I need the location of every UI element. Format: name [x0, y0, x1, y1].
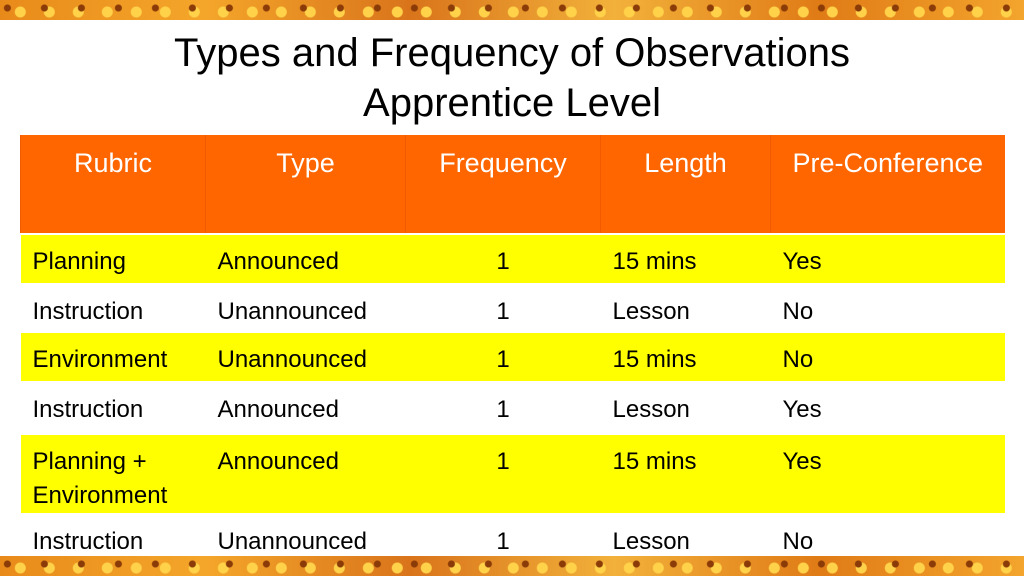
table-row: Instruction Unannounced 1 Lesson No — [20, 513, 1005, 564]
table-cell: Yes — [770, 233, 1005, 284]
table-cell: 1 — [405, 283, 601, 332]
title-line: Apprentice Level — [363, 81, 661, 125]
column-header: Pre-Conference — [770, 135, 1005, 234]
table-cell: 1 — [405, 433, 601, 514]
slide-title: Types and Frequency of Observations Appr… — [0, 28, 1024, 128]
table-cell: Announced — [205, 433, 406, 514]
table-body: Planning Announced 1 15 mins Yes Instruction U… — [20, 233, 1005, 564]
table-cell: 1 — [405, 233, 601, 284]
leaf-border-top — [0, 0, 1024, 20]
table-cell: Unannounced — [205, 513, 406, 564]
column-header: Length — [600, 135, 771, 234]
table-row: Instruction Announced 1 Lesson Yes — [20, 381, 1005, 434]
column-header: Rubric — [20, 135, 206, 234]
table-cell: Instruction — [20, 381, 206, 434]
table-cell: 15 mins — [600, 331, 771, 382]
table-cell: 15 mins — [600, 233, 771, 284]
table-cell: Instruction — [20, 283, 206, 332]
table-row: Instruction Unannounced 1 Lesson No — [20, 283, 1005, 332]
table-cell: Announced — [205, 233, 406, 284]
title-line: Types and Frequency of Observations — [174, 31, 850, 75]
table-cell: Instruction — [20, 513, 206, 564]
table-cell: No — [770, 331, 1005, 382]
observation-table: Rubric Type Frequency Length Pre-Conference … — [20, 135, 1005, 564]
column-header: Type — [205, 135, 406, 234]
table-row: Planning Announced 1 15 mins Yes — [20, 233, 1005, 284]
table-row: Planning + Environment Announced 1 15 mins Y… — [20, 433, 1005, 514]
header-row: Rubric Type Frequency Length Pre-Conference — [20, 135, 1005, 234]
table-cell: 15 mins — [600, 433, 771, 514]
table-cell: 1 — [405, 381, 601, 434]
table-cell: Yes — [770, 433, 1005, 514]
table-row: Environment Unannounced 1 15 mins No — [20, 331, 1005, 382]
table-cell: Announced — [205, 381, 406, 434]
table-cell: No — [770, 283, 1005, 332]
table-cell: 1 — [405, 513, 601, 564]
table-cell: Planning — [20, 233, 206, 284]
table-cell: 1 — [405, 331, 601, 382]
table-cell: Unannounced — [205, 331, 406, 382]
table-cell: Unannounced — [205, 283, 406, 332]
table-cell: Planning + Environment — [20, 433, 206, 514]
table-cell: Lesson — [600, 283, 771, 332]
table-cell: Environment — [20, 331, 206, 382]
column-header: Frequency — [405, 135, 601, 234]
table-cell: No — [770, 513, 1005, 564]
table-cell: Lesson — [600, 513, 771, 564]
leaf-border-bottom — [0, 556, 1024, 576]
table-cell: Yes — [770, 381, 1005, 434]
table-cell: Lesson — [600, 381, 771, 434]
